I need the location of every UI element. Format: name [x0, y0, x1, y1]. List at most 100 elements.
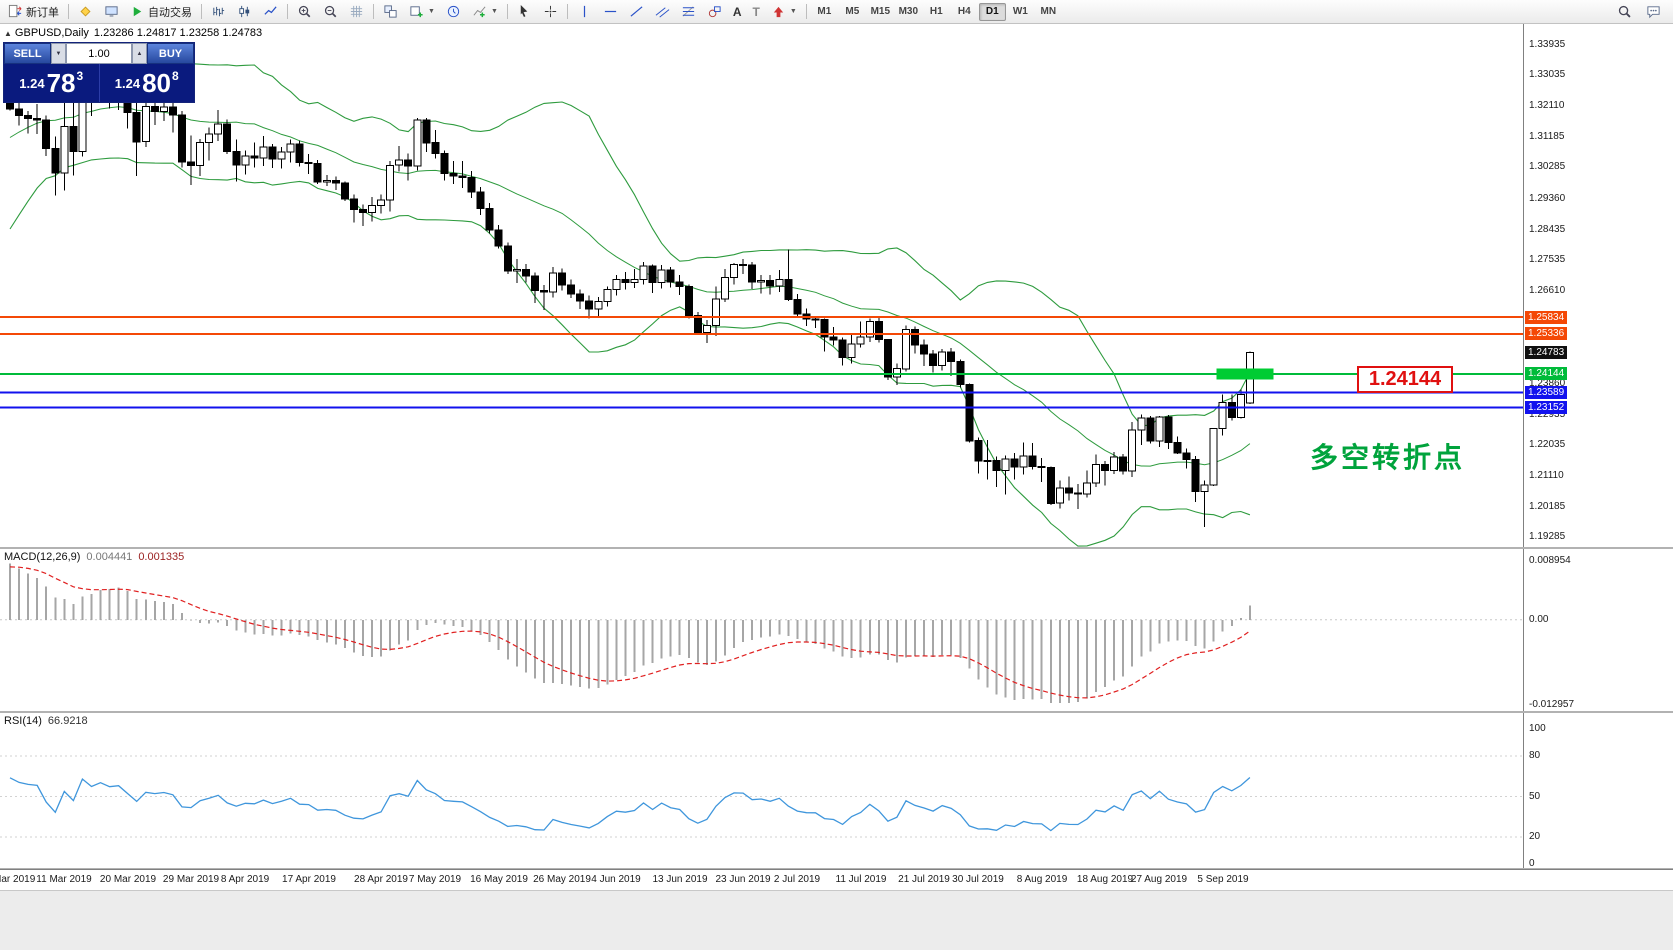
macd-label: MACD(12,26,9) 0.004441 0.001335 [4, 551, 185, 563]
text-tool-button[interactable]: A [728, 2, 747, 22]
toolbar-right-group [1612, 2, 1670, 22]
rsi-axis-label: 20 [1529, 831, 1541, 842]
grid-icon [349, 4, 364, 19]
rsi-chart-svg [0, 755, 1523, 838]
macd-axis-label: 0.00 [1529, 614, 1549, 625]
trendline-icon [629, 4, 644, 19]
volume-increase-button[interactable]: ▲ [132, 43, 147, 64]
turning-point-note[interactable]: 多空转折点 [1310, 442, 1466, 473]
sell-button[interactable]: SELL [4, 43, 51, 64]
chevron-down-icon: ▼ [490, 8, 498, 15]
search-button[interactable] [1612, 2, 1637, 22]
symbol-label: GBPUSD,Daily [14, 27, 89, 39]
community-button[interactable] [1641, 2, 1666, 22]
data-window-button[interactable] [99, 2, 124, 22]
crosshair-tool-button[interactable] [538, 2, 563, 22]
timeframe-D1[interactable]: D1 [978, 2, 1006, 21]
trendline-tool-button[interactable] [624, 2, 649, 22]
rsi-panel[interactable]: RSI(14) 66.9218 [0, 713, 1523, 868]
price-tag: 1.25336 [1525, 327, 1568, 340]
date-tick-label: 11 Jul 2019 [835, 874, 887, 885]
timeframe-W1[interactable]: W1 [1007, 3, 1034, 21]
arrows-tool-button[interactable]: ▼ [766, 2, 802, 22]
channel-tool-button[interactable] [650, 2, 675, 22]
sell-price[interactable]: 1.24 78 3 [19, 68, 84, 98]
tile-windows-button[interactable] [378, 2, 403, 22]
macd-axis-label: 0.008954 [1529, 555, 1571, 566]
timeframe-H1[interactable]: H1 [923, 3, 950, 21]
indicator-icon [472, 4, 487, 19]
line-chart-mode-button[interactable] [258, 2, 283, 22]
macd-panel[interactable]: MACD(12,26,9) 0.004441 0.001335 [0, 549, 1523, 711]
buy-price[interactable]: 1.24 80 8 [114, 68, 179, 98]
buy-button[interactable]: BUY [147, 43, 194, 64]
play-icon [130, 4, 145, 19]
new-order-button[interactable]: 新订单 [3, 2, 64, 22]
panel-separator[interactable] [0, 547, 1673, 549]
diamond-icon [78, 4, 93, 19]
indicators-button[interactable]: ▼ [467, 2, 503, 22]
timeframe-M1[interactable]: M1 [811, 3, 838, 21]
bollinger-bands [9, 45, 1251, 547]
price-tick-label: 1.19285 [1529, 531, 1566, 542]
hline-icon [603, 4, 618, 19]
timeframe-H4[interactable]: H4 [951, 3, 978, 21]
profiles-button[interactable] [441, 2, 466, 22]
bar-chart-mode-button[interactable] [206, 2, 231, 22]
price-tick-label: 1.33935 [1529, 39, 1566, 50]
shapes-tool-button[interactable] [702, 2, 727, 22]
toolbar-separator [287, 4, 288, 19]
horizontal-line-tool-button[interactable] [598, 2, 623, 22]
price-tick-label: 1.22035 [1529, 439, 1566, 450]
vertical-line-tool-button[interactable] [572, 2, 597, 22]
price-tag: 1.24783 [1525, 346, 1568, 359]
macd-signal-value: 0.001335 [138, 551, 185, 563]
metaeditor-button[interactable] [73, 2, 98, 22]
zoom-in-icon [297, 4, 312, 19]
panel-separator[interactable] [0, 711, 1673, 713]
main-chart-panel[interactable]: ▲ GBPUSD,Daily 1.23286 1.24817 1.23258 1.2… [0, 24, 1523, 547]
monitor-icon [104, 4, 119, 19]
zoom-out-icon [323, 4, 338, 19]
candlestick-chart-svg[interactable] [0, 24, 1523, 547]
candles-icon [237, 4, 252, 19]
candle-chart-mode-button[interactable] [232, 2, 257, 22]
timeframe-M30[interactable]: M30 [895, 3, 922, 21]
grid-toggle-button[interactable] [344, 2, 369, 22]
date-tick-label: 30 Jul 2019 [952, 874, 1004, 885]
chat-icon [1646, 4, 1661, 19]
new-order-button-label: 新订单 [26, 6, 59, 19]
fibonacci-tool-button[interactable] [676, 2, 701, 22]
new-chart-button[interactable]: ▼ [404, 2, 440, 22]
macd-main-value: 0.004441 [86, 551, 133, 563]
date-tick-label: 17 Apr 2019 [282, 874, 336, 885]
auto-trading-button[interactable]: 自动交易 [125, 2, 197, 22]
zoom-in-button[interactable] [292, 2, 317, 22]
macd-chart-svg [0, 563, 1523, 704]
horizontal-level-lines[interactable] [0, 316, 1523, 409]
price-tick-label: 1.32110 [1529, 100, 1565, 111]
cursor-tool-button[interactable] [512, 2, 537, 22]
channel-icon [655, 4, 670, 19]
zoom-out-button[interactable] [318, 2, 343, 22]
rsi-axis-label: 0 [1529, 858, 1535, 869]
price-tick-label: 1.20185 [1529, 501, 1566, 512]
label-tool-button[interactable]: T [748, 2, 765, 22]
timeframe-MN[interactable]: MN [1035, 3, 1062, 21]
candles [6, 56, 1254, 528]
timeframe-M5[interactable]: M5 [839, 3, 866, 21]
price-annotation-box[interactable]: 1.24144 [1357, 366, 1453, 393]
price-tick-label: 1.29360 [1529, 193, 1566, 204]
toolbar-separator [373, 4, 374, 19]
price-axis[interactable]: 1.33935 1.33035 1.32110 1.31185 1.30285 1.293… [1523, 24, 1673, 869]
volume-decrease-button[interactable]: ▼ [51, 43, 66, 64]
collapse-panel-icon[interactable]: ▲ [4, 29, 12, 38]
price-tag: 1.24144 [1525, 367, 1568, 380]
volume-input[interactable] [66, 43, 132, 64]
shapes-icon [707, 4, 722, 19]
timeframe-M15[interactable]: M15 [867, 3, 894, 21]
rsi-axis-label: 50 [1529, 791, 1541, 802]
date-tick-label: 18 Aug 2019 [1076, 874, 1134, 885]
